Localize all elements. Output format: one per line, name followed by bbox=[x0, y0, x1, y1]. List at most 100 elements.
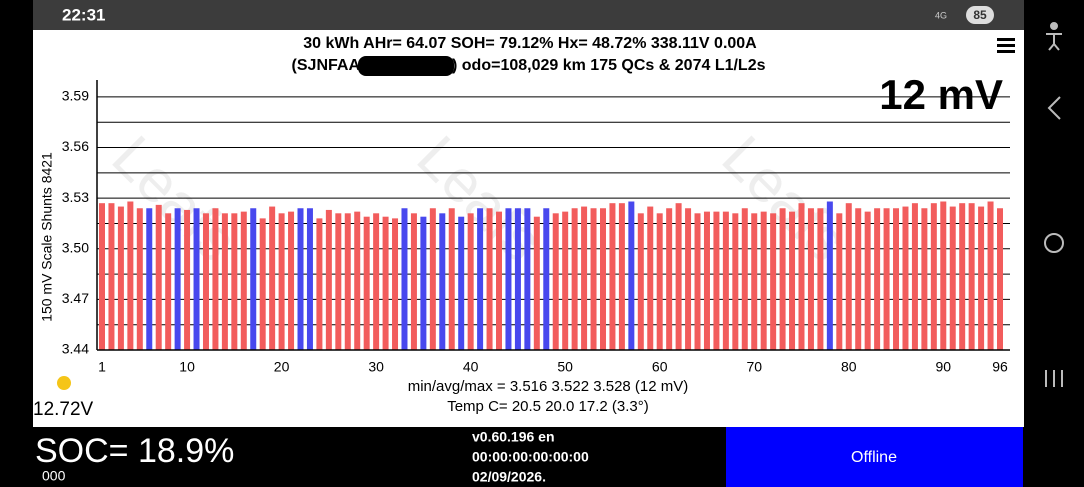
bar bbox=[599, 208, 606, 350]
recents-button[interactable] bbox=[1045, 370, 1063, 387]
voltage: 12.72V bbox=[33, 399, 94, 420]
x-tick-label: 90 bbox=[935, 359, 951, 375]
bar bbox=[789, 211, 796, 350]
bar bbox=[429, 208, 436, 350]
bar bbox=[184, 209, 191, 350]
bar bbox=[533, 216, 540, 350]
chart-title: 12 mV bbox=[879, 71, 1003, 118]
redaction bbox=[358, 56, 454, 76]
y-tick-label: 3.44 bbox=[62, 341, 89, 357]
x-tick-label: 20 bbox=[274, 359, 290, 375]
y-tick-label: 3.50 bbox=[62, 239, 89, 255]
home-button[interactable] bbox=[1044, 233, 1064, 253]
bar bbox=[354, 211, 361, 350]
plot: 3.44 3.47 3.50 3.53 3.56 3.59 1 10 20 30 40 50 60 70 8… bbox=[62, 88, 1010, 375]
bar bbox=[306, 208, 313, 350]
bar bbox=[174, 208, 181, 350]
bar bbox=[760, 211, 767, 350]
offline-button[interactable] bbox=[726, 427, 1023, 487]
x-tick-label: 80 bbox=[841, 359, 857, 375]
bar bbox=[609, 203, 616, 350]
bar bbox=[448, 208, 455, 350]
summary: min/avg/max = 3.516 3.522 3.528 (12 mV) bbox=[408, 378, 689, 395]
bar bbox=[997, 208, 1003, 350]
bar bbox=[552, 213, 559, 350]
bar bbox=[146, 208, 153, 350]
bar bbox=[269, 206, 276, 350]
bar bbox=[467, 213, 474, 350]
bar bbox=[420, 216, 427, 350]
bar bbox=[666, 208, 673, 350]
bar bbox=[590, 208, 597, 350]
y-tick-label: 3.47 bbox=[62, 290, 89, 306]
bar bbox=[278, 213, 285, 350]
bar bbox=[193, 208, 200, 350]
bar bbox=[921, 208, 928, 350]
bar bbox=[221, 213, 228, 350]
bar bbox=[836, 213, 843, 350]
bar bbox=[751, 213, 758, 350]
bar bbox=[325, 209, 332, 350]
bar bbox=[136, 208, 143, 350]
y-tick-label: 3.53 bbox=[62, 189, 89, 205]
soc: SOC= 18.9% bbox=[35, 432, 234, 470]
menu-icon[interactable] bbox=[997, 38, 1015, 53]
bar bbox=[250, 208, 257, 350]
bar bbox=[202, 213, 209, 350]
bar bbox=[940, 201, 947, 350]
bar bbox=[496, 211, 503, 350]
bar bbox=[477, 208, 484, 350]
bar bbox=[798, 203, 805, 350]
bar bbox=[628, 201, 635, 350]
bar bbox=[893, 208, 900, 350]
bar bbox=[770, 213, 777, 350]
code: 000 bbox=[42, 468, 66, 484]
bar bbox=[335, 213, 342, 350]
y-tick-label: 3.59 bbox=[62, 88, 89, 104]
bar bbox=[722, 211, 729, 350]
date: 02/09/2026. bbox=[472, 469, 546, 485]
y-axis-label: 150 mV Scale Shunts 8421 bbox=[39, 152, 55, 322]
y-tick-label: 3.56 bbox=[62, 138, 89, 154]
version: v0.60.196 en bbox=[472, 429, 555, 445]
bar bbox=[571, 208, 578, 350]
bar bbox=[117, 206, 124, 350]
bar bbox=[959, 203, 966, 350]
bar bbox=[874, 208, 881, 350]
bar bbox=[505, 208, 512, 350]
bar bbox=[486, 208, 493, 350]
bar bbox=[732, 213, 739, 350]
bar bbox=[259, 218, 266, 350]
bulb-icon bbox=[57, 376, 71, 390]
bar bbox=[637, 213, 644, 350]
bar bbox=[316, 218, 323, 350]
bar bbox=[524, 208, 531, 350]
clock: 22:31 bbox=[62, 5, 105, 24]
status-bar bbox=[33, 0, 1024, 30]
bar bbox=[685, 208, 692, 350]
network: 4G bbox=[935, 10, 947, 20]
bar bbox=[826, 201, 833, 350]
temps: Temp C= 20.5 20.0 17.2 (3.3°) bbox=[447, 398, 649, 415]
bar bbox=[108, 203, 115, 350]
header-line: (SJNFAA bbox=[292, 57, 361, 74]
bar bbox=[807, 208, 814, 350]
x-tick-label: 50 bbox=[557, 359, 573, 375]
bar bbox=[401, 208, 408, 350]
bar bbox=[439, 213, 446, 350]
bar bbox=[382, 216, 389, 350]
x-tick-label: 40 bbox=[463, 359, 479, 375]
bar bbox=[703, 211, 710, 350]
x-tick-label: 30 bbox=[368, 359, 384, 375]
back-button[interactable] bbox=[1047, 96, 1061, 120]
bar bbox=[240, 211, 247, 350]
bar bbox=[713, 211, 720, 350]
bar bbox=[581, 206, 588, 350]
bar bbox=[656, 213, 663, 350]
bar bbox=[618, 203, 625, 350]
bar bbox=[514, 208, 521, 350]
offline-label[interactable]: Offline bbox=[851, 449, 897, 466]
bar bbox=[344, 213, 351, 350]
bar bbox=[297, 208, 304, 350]
battery-icon bbox=[966, 6, 994, 24]
